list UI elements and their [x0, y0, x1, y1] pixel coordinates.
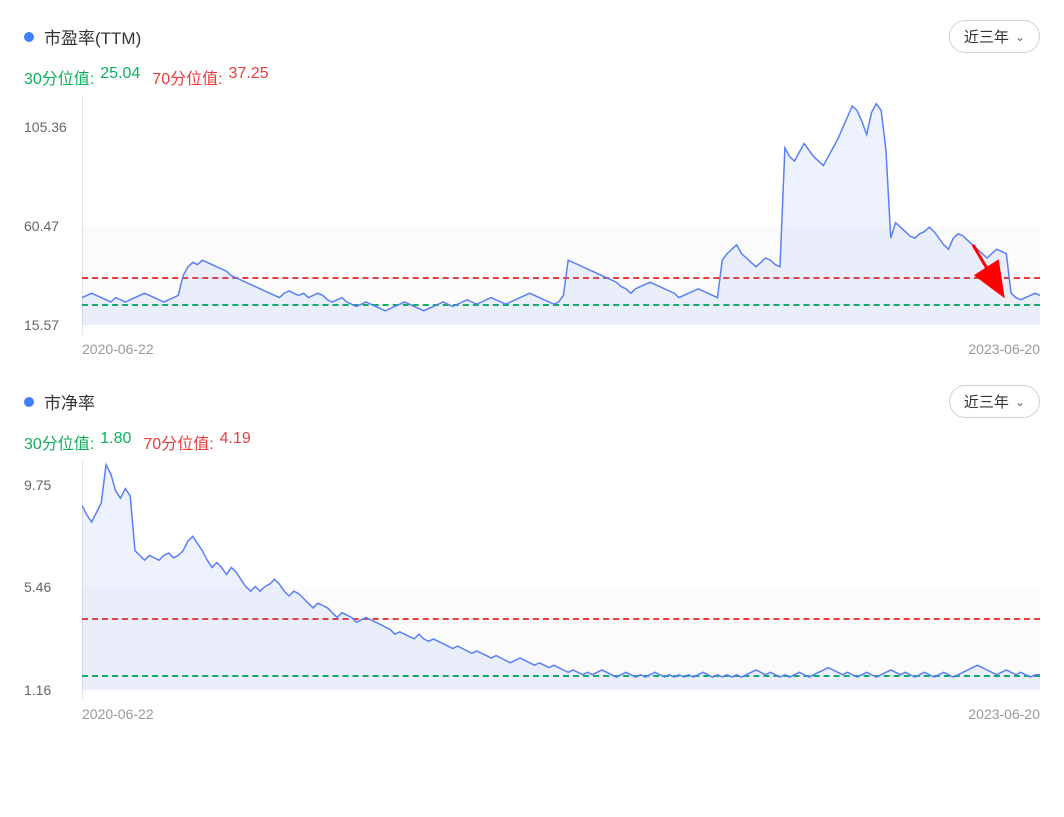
- y-axis-label: 15.57: [24, 317, 59, 333]
- period-selector[interactable]: 近三年 ⌄: [949, 385, 1040, 418]
- chart-panel: 市盈率(TTM) 近三年 ⌄ 30分位值:25.04 70分位值: 37.25 105.36…: [24, 20, 1040, 357]
- chevron-down-icon: ⌄: [1015, 30, 1025, 44]
- x-axis-end: 2023-06-20: [968, 706, 1040, 722]
- percentile-30-value: 25.04: [100, 65, 140, 89]
- chart-title: 市净率: [44, 389, 95, 414]
- series-fill: [82, 465, 1040, 690]
- chart-title-wrap: 市净率: [24, 389, 95, 414]
- plot-area[interactable]: [82, 460, 1040, 690]
- y-axis-label: 1.16: [24, 682, 51, 698]
- percentile-70-value: 4.19: [220, 430, 251, 454]
- y-axis-label: 60.47: [24, 218, 59, 234]
- period-selector[interactable]: 近三年 ⌄: [949, 20, 1040, 53]
- chart-title: 市盈率(TTM): [44, 24, 141, 49]
- x-axis-row: 2020-06-22 2023-06-20: [24, 706, 1040, 722]
- percentile-30-label: 30分位值:: [24, 65, 94, 89]
- percentile-30-label: 30分位值:: [24, 430, 94, 454]
- chevron-down-icon: ⌄: [1015, 395, 1025, 409]
- period-selector-label: 近三年: [964, 391, 1009, 412]
- series-bullet-icon: [24, 397, 34, 407]
- x-axis-start: 2020-06-22: [82, 341, 154, 357]
- period-selector-label: 近三年: [964, 26, 1009, 47]
- chart-panel: 市净率 近三年 ⌄ 30分位值:1.80 70分位值: 4.19 9.75 5.46 1.16 2…: [24, 385, 1040, 722]
- series-fill: [82, 104, 1040, 325]
- x-axis-end: 2023-06-20: [968, 341, 1040, 357]
- chart-svg: [82, 460, 1040, 690]
- chart-body: 9.75 5.46 1.16: [24, 460, 1040, 700]
- chart-title-wrap: 市盈率(TTM): [24, 24, 141, 49]
- series-bullet-icon: [24, 32, 34, 42]
- y-axis-label: 5.46: [24, 579, 51, 595]
- chart-body: 105.36 60.47 15.57: [24, 95, 1040, 335]
- y-axis-label: 105.36: [24, 119, 67, 135]
- x-axis-start: 2020-06-22: [82, 706, 154, 722]
- x-axis-row: 2020-06-22 2023-06-20: [24, 341, 1040, 357]
- percentile-row: 30分位值:25.04 70分位值: 37.25: [24, 65, 1040, 89]
- percentile-70-label: 70分位值:: [143, 430, 213, 454]
- percentile-70-value: 37.25: [229, 65, 269, 89]
- percentile-30-value: 1.80: [100, 430, 131, 454]
- plot-area[interactable]: [82, 95, 1040, 325]
- chart-svg: [82, 95, 1040, 325]
- chart-header: 市盈率(TTM) 近三年 ⌄: [24, 20, 1040, 53]
- y-axis-label: 9.75: [24, 477, 51, 493]
- percentile-70-label: 70分位值:: [152, 65, 222, 89]
- percentile-row: 30分位值:1.80 70分位值: 4.19: [24, 430, 1040, 454]
- chart-header: 市净率 近三年 ⌄: [24, 385, 1040, 418]
